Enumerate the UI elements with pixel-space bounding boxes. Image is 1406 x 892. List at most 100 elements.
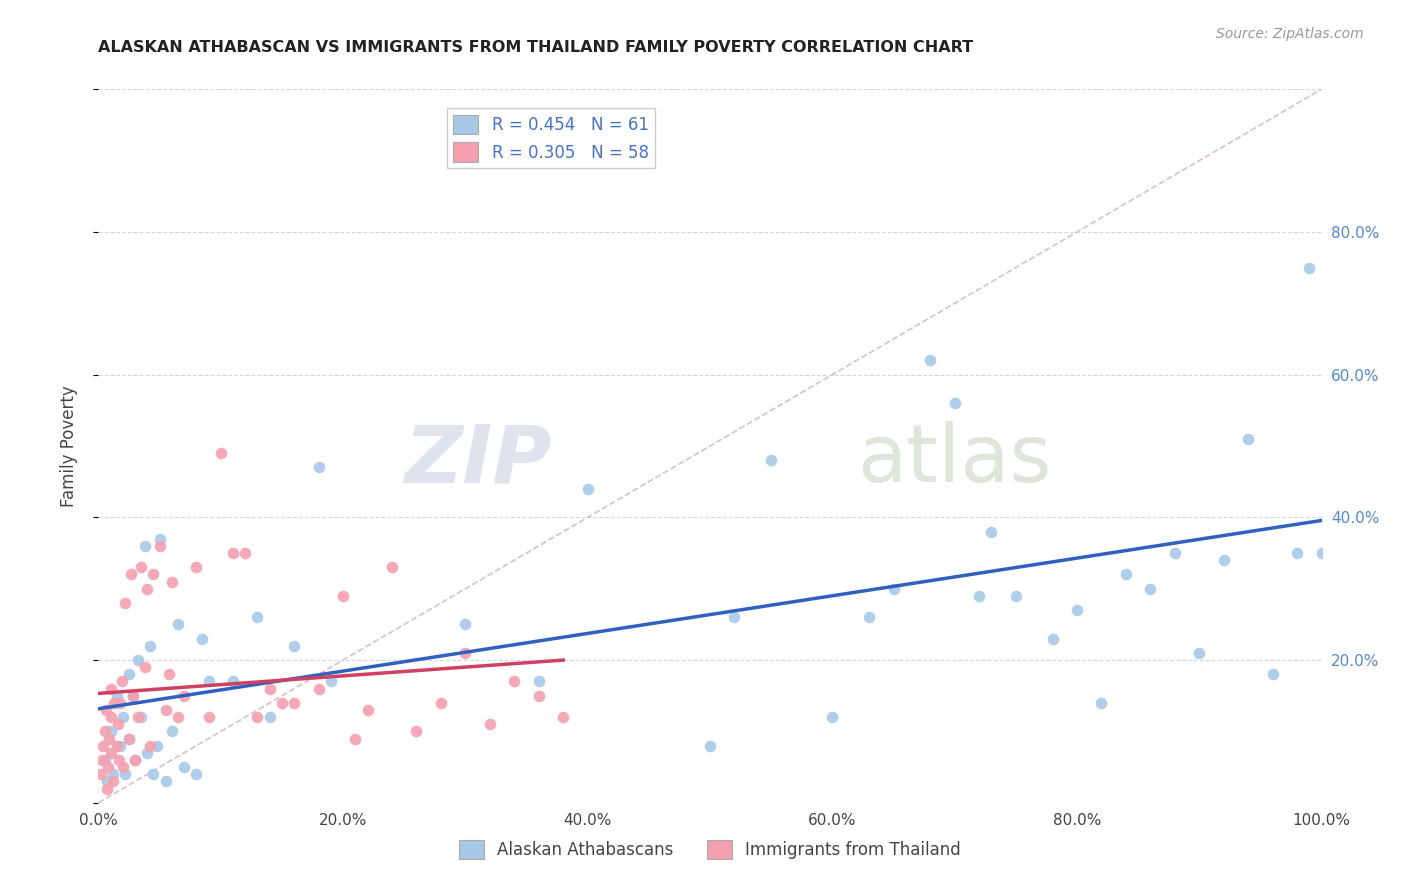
- Point: [114, 596, 136, 610]
- Point: [1004, 589, 1026, 603]
- Point: [186, 560, 208, 574]
- Point: [723, 610, 745, 624]
- Point: [139, 739, 162, 753]
- Point: [108, 753, 131, 767]
- Point: [94, 703, 117, 717]
- Point: [344, 731, 367, 746]
- Text: ALASKAN ATHABASCAN VS IMMIGRANTS FROM THAILAND FAMILY POVERTY CORRELATION CHART: ALASKAN ATHABASCAN VS IMMIGRANTS FROM TH…: [98, 40, 973, 55]
- Point: [98, 731, 121, 746]
- Point: [101, 774, 124, 789]
- Point: [405, 724, 427, 739]
- Point: [209, 446, 232, 460]
- Point: [118, 731, 141, 746]
- Point: [883, 582, 905, 596]
- Point: [149, 539, 172, 553]
- Point: [173, 689, 195, 703]
- Point: [381, 560, 404, 574]
- Point: [100, 710, 122, 724]
- Point: [127, 710, 149, 724]
- Point: [136, 746, 159, 760]
- Text: ZIP: ZIP: [404, 421, 551, 500]
- Point: [91, 739, 114, 753]
- Point: [356, 703, 378, 717]
- Legend: Alaskan Athabascans, Immigrants from Thailand: Alaskan Athabascans, Immigrants from Tha…: [453, 833, 967, 866]
- Point: [118, 667, 141, 681]
- Point: [527, 689, 550, 703]
- Point: [157, 667, 180, 681]
- Point: [93, 724, 115, 739]
- Text: Source: ZipAtlas.com: Source: ZipAtlas.com: [1216, 27, 1364, 41]
- Point: [943, 396, 966, 410]
- Point: [576, 482, 599, 496]
- Point: [155, 774, 177, 789]
- Point: [134, 660, 156, 674]
- Point: [124, 753, 146, 767]
- Point: [142, 567, 165, 582]
- Point: [118, 731, 141, 746]
- Point: [761, 453, 783, 467]
- Point: [101, 767, 124, 781]
- Point: [222, 674, 245, 689]
- Point: [105, 689, 128, 703]
- Point: [283, 696, 305, 710]
- Point: [967, 589, 990, 603]
- Point: [920, 353, 942, 368]
- Point: [91, 753, 114, 767]
- Point: [120, 567, 142, 582]
- Point: [259, 710, 281, 724]
- Point: [1298, 260, 1320, 275]
- Point: [111, 760, 134, 774]
- Point: [233, 546, 256, 560]
- Point: [283, 639, 305, 653]
- Point: [111, 674, 134, 689]
- Point: [160, 724, 183, 739]
- Point: [107, 717, 129, 731]
- Point: [1115, 567, 1137, 582]
- Point: [136, 582, 159, 596]
- Point: [114, 767, 136, 781]
- Point: [1139, 582, 1161, 596]
- Point: [129, 710, 152, 724]
- Point: [142, 767, 165, 781]
- Point: [1188, 646, 1211, 660]
- Point: [134, 539, 156, 553]
- Point: [222, 546, 245, 560]
- Point: [332, 589, 354, 603]
- Point: [246, 610, 269, 624]
- Point: [96, 781, 118, 796]
- Point: [110, 739, 132, 753]
- Point: [858, 610, 880, 624]
- Point: [503, 674, 526, 689]
- Point: [173, 760, 195, 774]
- Point: [1212, 553, 1234, 567]
- Point: [167, 617, 190, 632]
- Point: [430, 696, 453, 710]
- Point: [319, 674, 342, 689]
- Point: [111, 710, 134, 724]
- Point: [454, 617, 477, 632]
- Point: [124, 753, 146, 767]
- Point: [100, 681, 122, 696]
- Point: [699, 739, 721, 753]
- Point: [110, 696, 132, 710]
- Point: [197, 710, 219, 724]
- Point: [980, 524, 1002, 539]
- Point: [160, 574, 183, 589]
- Point: [127, 653, 149, 667]
- Point: [246, 710, 269, 724]
- Point: [103, 696, 125, 710]
- Point: [121, 689, 143, 703]
- Y-axis label: Family Poverty: Family Poverty: [59, 385, 77, 507]
- Point: [93, 753, 115, 767]
- Point: [308, 681, 330, 696]
- Point: [105, 739, 128, 753]
- Point: [1164, 546, 1187, 560]
- Point: [478, 717, 501, 731]
- Point: [96, 774, 118, 789]
- Point: [1261, 667, 1284, 681]
- Point: [259, 681, 281, 696]
- Point: [1237, 432, 1260, 446]
- Point: [155, 703, 177, 717]
- Point: [129, 560, 152, 574]
- Point: [139, 639, 162, 653]
